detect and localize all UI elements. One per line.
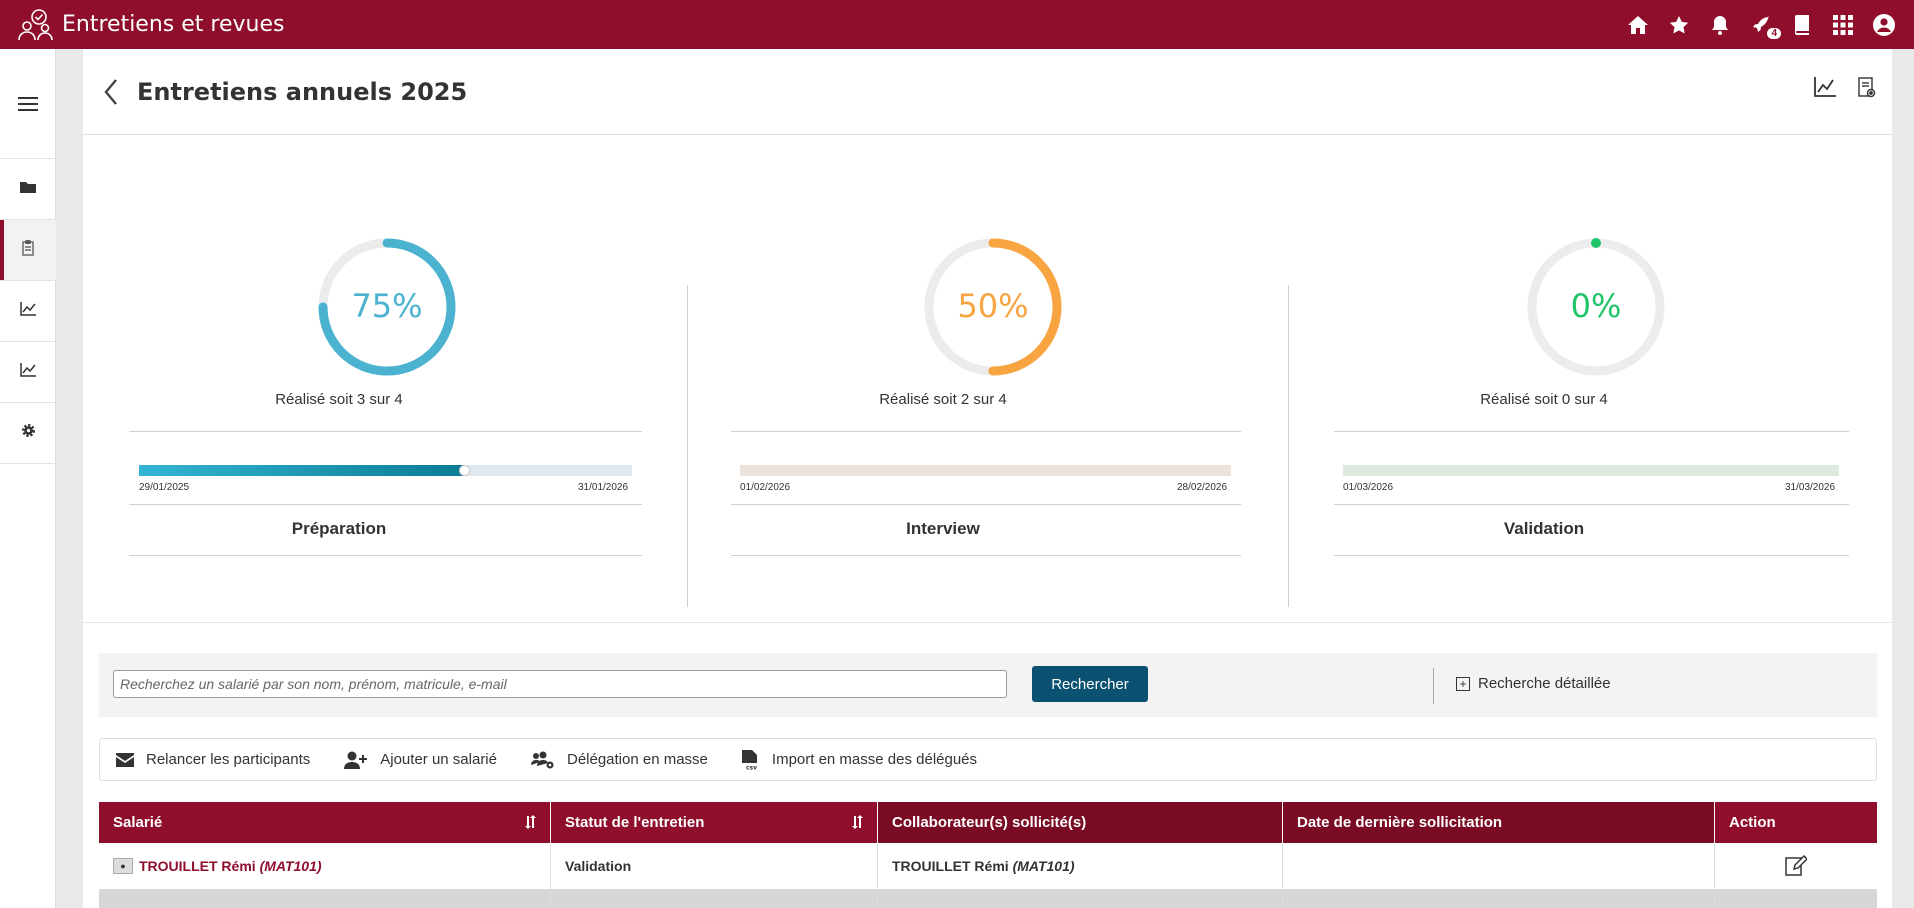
column-header-salarie[interactable]: Salarié (99, 802, 551, 843)
phase-percent: 0% (1570, 287, 1622, 325)
envelope-icon (116, 752, 134, 767)
clipboard-icon (22, 239, 34, 261)
folder-icon (20, 180, 36, 199)
back-arrow-icon[interactable] (99, 76, 123, 108)
bulk-delegation-button[interactable]: Délégation en masse (530, 751, 708, 769)
progress-donut (1527, 238, 1665, 376)
advanced-search-toggle[interactable]: + Recherche détaillée (1456, 675, 1611, 692)
sidebar-item-statistics[interactable] (0, 281, 56, 342)
csv-file-icon: csv (741, 749, 759, 770)
employee-card-icon: ● (113, 858, 133, 874)
phase-end-date: 31/03/2026 (1785, 482, 1836, 493)
cell-date (1283, 843, 1715, 889)
sort-icon (852, 815, 863, 829)
phase-percent: 50% (957, 287, 1029, 325)
action-label: Import en masse des délégués (771, 751, 978, 768)
app-logo-icon[interactable] (16, 5, 56, 45)
sort-icon (525, 815, 536, 829)
statistics-chart-icon[interactable] (1814, 77, 1836, 104)
phase-validation: 0% Réalisé soit 0 sur 4 01/03/2026 31/03… (1288, 135, 1849, 623)
phase-name: Préparation (291, 519, 387, 538)
sidebar-item-reports[interactable] (0, 342, 56, 403)
phase-realise-text: Réalisé soit 0 sur 4 (1480, 391, 1608, 408)
progress-donut (318, 238, 456, 376)
search-input[interactable] (113, 670, 1007, 698)
app-title: Entretiens et revues (62, 12, 285, 37)
advanced-search-label: Recherche détaillée (1478, 675, 1611, 692)
phase-end-date: 31/01/2026 (578, 482, 629, 493)
document-settings-icon[interactable] (1858, 77, 1876, 104)
search-button[interactable]: Rechercher (1032, 666, 1148, 702)
sidebar (0, 49, 56, 908)
cell-action (1715, 843, 1877, 889)
cell-statut: Validation (551, 843, 878, 889)
column-header-statut[interactable]: Statut de l'entretien (551, 802, 878, 843)
main-panel: Entretiens annuels 2025 75% Réalisé soit… (83, 49, 1892, 908)
add-user-icon (344, 751, 368, 769)
phase-interview: 50% Réalisé soit 2 sur 4 01/02/2026 28/0… (687, 135, 1241, 623)
chart-icon (20, 301, 36, 321)
phase-realise-text: Réalisé soit 3 sur 4 (275, 391, 403, 408)
bell-icon[interactable] (1708, 13, 1732, 37)
cell-salarie: ● TROUILLET Rémi (MAT101) (99, 843, 551, 889)
action-label: Ajouter un salarié (380, 751, 497, 768)
add-employee-button[interactable]: Ajouter un salarié (344, 751, 497, 769)
phase-timeline-bar (1343, 465, 1839, 476)
users-gear-icon (530, 751, 554, 768)
remind-participants-button[interactable]: Relancer les participants (116, 751, 310, 768)
employees-table: Salarié Statut de l'entretien Collaborat… (99, 802, 1877, 908)
page-title: Entretiens annuels 2025 (137, 77, 468, 106)
page-header: Entretiens annuels 2025 (83, 49, 1892, 135)
phase-name: Validation (1503, 519, 1585, 538)
cell-collaborateurs: TROUILLET Rémi (MAT101) (878, 843, 1283, 889)
star-icon[interactable] (1667, 13, 1691, 37)
employee-link[interactable]: TROUILLET Rémi (MAT101) (139, 858, 322, 874)
table-row (99, 889, 1877, 908)
column-header-action: Action (1729, 814, 1776, 831)
phase-timeline-bar (139, 465, 632, 476)
action-label: Délégation en masse (566, 751, 708, 768)
action-label: Relancer les participants (146, 751, 311, 768)
chart-icon (20, 362, 36, 382)
sidebar-item-folder[interactable] (0, 159, 56, 220)
search-area: Rechercher + Recherche détaillée (99, 653, 1877, 717)
notification-badge: 4 (1767, 27, 1781, 39)
phase-timeline-bar (740, 465, 1231, 476)
table-row: ● TROUILLET Rémi (MAT101) Validation TRO… (99, 843, 1877, 889)
bulk-import-delegates-button[interactable]: csv Import en masse des délégués (741, 749, 978, 770)
user-account-icon[interactable] (1872, 13, 1896, 37)
phase-end-date: 28/02/2026 (1177, 482, 1228, 493)
book-icon[interactable] (1790, 13, 1814, 37)
phase-start-date: 01/03/2026 (1343, 482, 1394, 493)
plus-square-icon: + (1456, 676, 1470, 691)
table-header: Salarié Statut de l'entretien Collaborat… (99, 802, 1877, 843)
gear-icon (21, 423, 36, 443)
edit-icon[interactable] (1785, 855, 1807, 877)
action-toolbar: Relancer les participants Ajouter un sal… (99, 738, 1877, 781)
top-bar: Entretiens et revues 4 (0, 0, 1914, 49)
column-header-collaborateurs: Collaborateur(s) sollicité(s) (878, 802, 1283, 843)
progress-donut (924, 238, 1062, 376)
svg-text:csv: csv (746, 764, 757, 770)
phase-start-date: 29/01/2025 (139, 482, 190, 493)
phase-preparation: 75% Réalisé soit 3 sur 4 29/01/2025 31/0… (83, 135, 642, 623)
column-header-date: Date de dernière sollicitation (1283, 802, 1715, 843)
phases-overview: 75% Réalisé soit 3 sur 4 29/01/2025 31/0… (83, 135, 1892, 623)
sidebar-item-settings[interactable] (0, 403, 56, 464)
phase-name: Interview (906, 519, 980, 538)
phase-percent: 75% (351, 287, 423, 325)
rocket-icon[interactable]: 4 (1749, 13, 1781, 39)
menu-icon[interactable] (0, 49, 56, 159)
home-icon[interactable] (1626, 13, 1650, 37)
phase-realise-text: Réalisé soit 2 sur 4 (879, 391, 1007, 408)
apps-grid-icon[interactable] (1831, 13, 1855, 37)
phase-start-date: 01/02/2026 (740, 482, 791, 493)
sidebar-item-entretiens[interactable] (0, 220, 56, 281)
